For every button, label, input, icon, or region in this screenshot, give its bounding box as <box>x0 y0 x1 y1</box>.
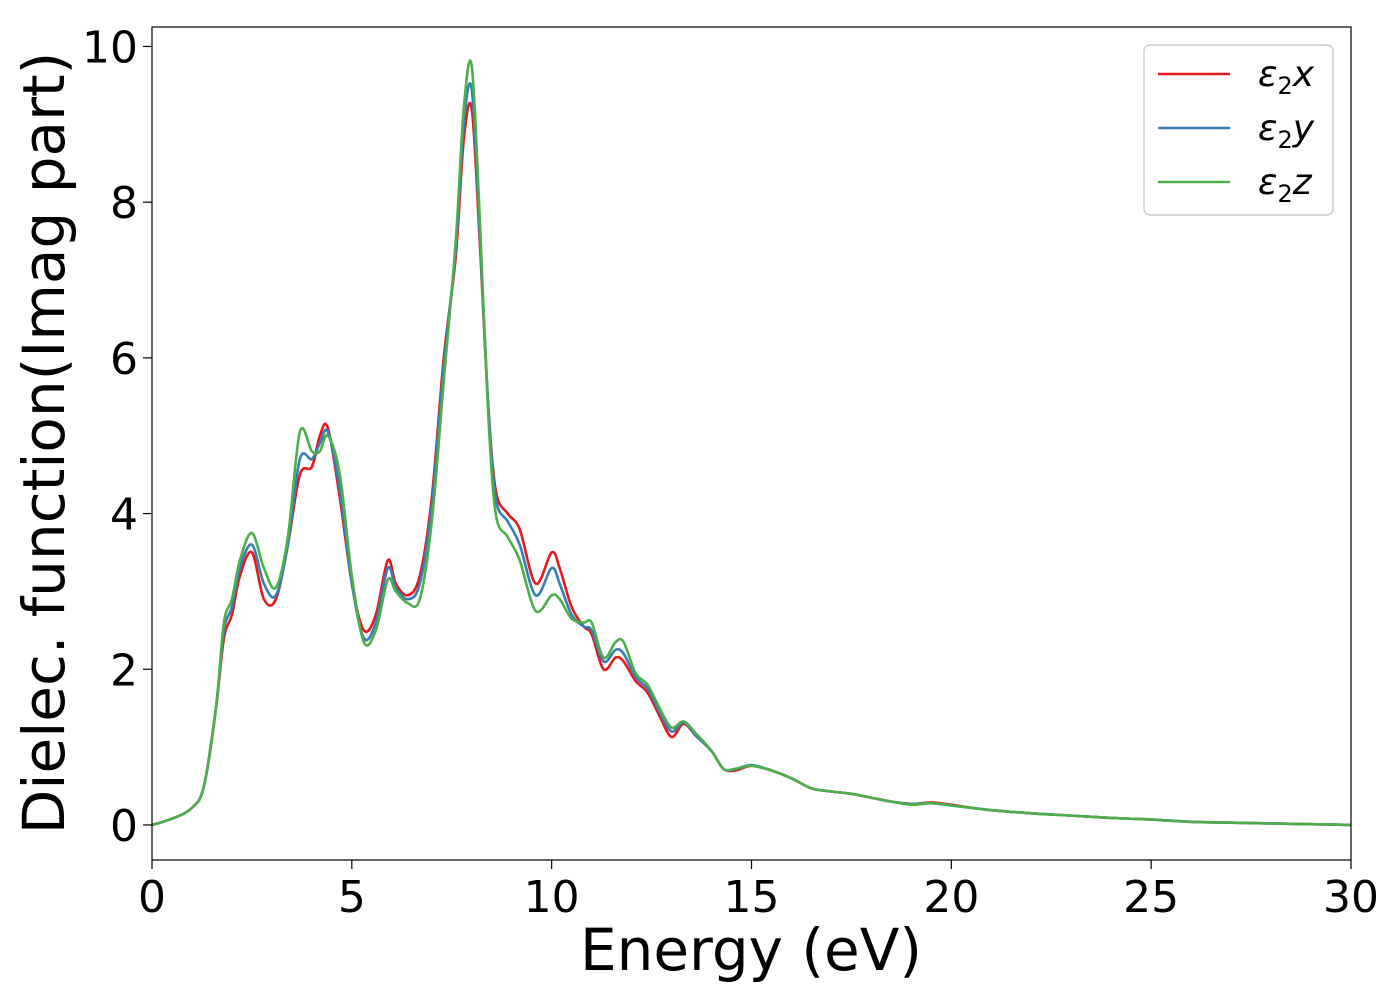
legend-label-symbol: ε <box>1258 54 1277 95</box>
legend-label-symbol: ε <box>1258 162 1277 203</box>
x-tick-label: 20 <box>923 872 979 923</box>
y-tick-label: 4 <box>110 490 138 541</box>
legend-label-component: z <box>1292 162 1313 203</box>
legend-box <box>1143 44 1334 216</box>
x-axis-title: Energy (eV) <box>580 916 922 984</box>
x-tick-label: 0 <box>138 872 166 923</box>
y-tick-label: 0 <box>110 801 138 852</box>
legend-label-subscript: 2 <box>1277 180 1292 208</box>
legend-label-2: ε2y <box>1258 108 1315 154</box>
x-tick-label: 25 <box>1123 872 1179 923</box>
legend-label-3: ε2z <box>1258 162 1313 208</box>
x-tick-label: 30 <box>1323 872 1379 923</box>
legend-label-component: y <box>1292 108 1315 149</box>
y-tick-label: 6 <box>110 334 138 385</box>
x-tick-label: 5 <box>338 872 366 923</box>
legend-label-symbol: ε <box>1258 108 1277 149</box>
series-group <box>151 59 1352 827</box>
x-axis: 0 5 10 15 20 25 30 <box>138 860 1379 923</box>
legend-label-1: ε2x <box>1258 54 1315 100</box>
legend-label-subscript: 2 <box>1277 72 1292 100</box>
y-axis-title: Dielec. function(Imag part) <box>10 52 78 835</box>
y-tick-label: 8 <box>110 178 138 229</box>
y-tick-label: 10 <box>82 22 138 73</box>
y-axis: 0 2 4 6 8 10 <box>82 22 152 852</box>
x-tick-label: 15 <box>724 872 780 923</box>
series-line-3 <box>151 59 1352 827</box>
legend-label-component: x <box>1292 54 1315 95</box>
x-tick-label: 10 <box>524 872 580 923</box>
legend-label-subscript: 2 <box>1277 126 1292 154</box>
y-tick-label: 2 <box>110 645 138 696</box>
